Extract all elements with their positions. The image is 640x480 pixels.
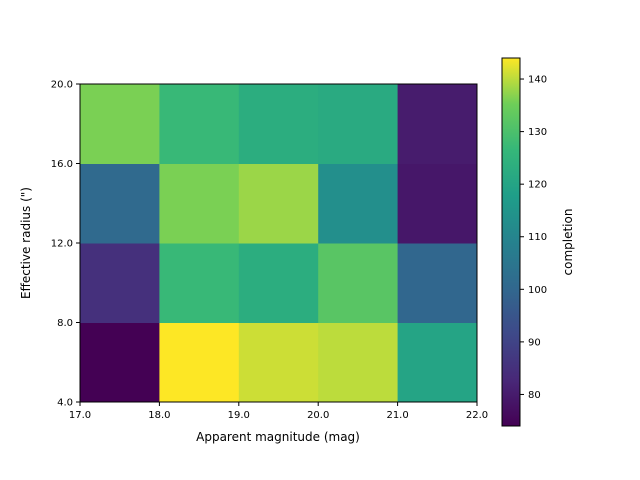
heatmap-cell	[397, 163, 478, 244]
heatmap-cell	[238, 84, 319, 164]
heatmap-cell	[397, 322, 478, 403]
y-axis-ticks: 4.0 8.0 12.0 16.0 20.0	[51, 80, 80, 409]
y-tick-label: 12.0	[51, 239, 73, 250]
y-tick-label: 4.0	[57, 398, 73, 409]
heatmap-cell	[80, 84, 160, 164]
x-tick-label: 17.0	[69, 410, 91, 421]
colorbar-tick-label: 80	[528, 390, 541, 401]
heatmap-cell	[159, 84, 240, 164]
y-tick-label: 20.0	[51, 80, 73, 91]
heatmap-cell	[80, 243, 160, 323]
colorbar-tick-label: 130	[528, 127, 547, 138]
colorbar-tick-label: 100	[528, 285, 547, 296]
heatmap-cell	[318, 243, 399, 323]
x-tick-label: 18.0	[148, 410, 170, 421]
colorbar	[501, 57, 521, 427]
x-tick-label: 20.0	[307, 410, 329, 421]
heatmap-cell	[238, 243, 319, 323]
heatmap-cell	[397, 243, 478, 323]
x-axis-ticks: 17.0 18.0 19.0 20.0 21.0 22.0	[69, 402, 488, 421]
heatmap-cell	[159, 322, 240, 403]
x-axis-label: Apparent magnitude (mag)	[196, 430, 360, 444]
x-tick-label: 21.0	[386, 410, 408, 421]
colorbar-tick-label: 140	[528, 75, 547, 86]
heatmap-cell	[238, 322, 319, 403]
heatmap-cell	[318, 163, 399, 244]
heatmap-cells	[80, 84, 478, 403]
colorbar-tick-label: 90	[528, 337, 541, 348]
y-tick-label: 16.0	[51, 159, 73, 170]
heatmap-cell	[238, 163, 319, 244]
heatmap-cell	[80, 322, 160, 403]
colorbar-ticks: 80 90 100 110 120 130 140	[520, 75, 547, 401]
x-tick-label: 19.0	[228, 410, 250, 421]
y-axis-label: Effective radius (")	[19, 187, 33, 299]
heatmap-cell	[159, 243, 240, 323]
heatmap-cell	[80, 163, 160, 244]
heatmap-cell	[159, 163, 240, 244]
heatmap-cell	[318, 322, 399, 403]
heatmap-cell	[318, 84, 399, 164]
colorbar-tick-label: 120	[528, 180, 547, 191]
x-tick-label: 22.0	[466, 410, 488, 421]
y-tick-label: 8.0	[57, 318, 73, 329]
colorbar-tick-label: 110	[528, 232, 547, 243]
heatmap-cell	[397, 84, 478, 164]
colorbar-label: completion	[561, 209, 575, 276]
